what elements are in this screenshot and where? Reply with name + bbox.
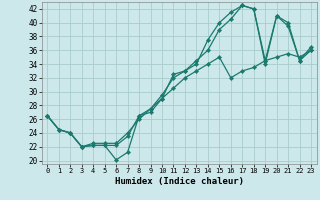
X-axis label: Humidex (Indice chaleur): Humidex (Indice chaleur) <box>115 177 244 186</box>
